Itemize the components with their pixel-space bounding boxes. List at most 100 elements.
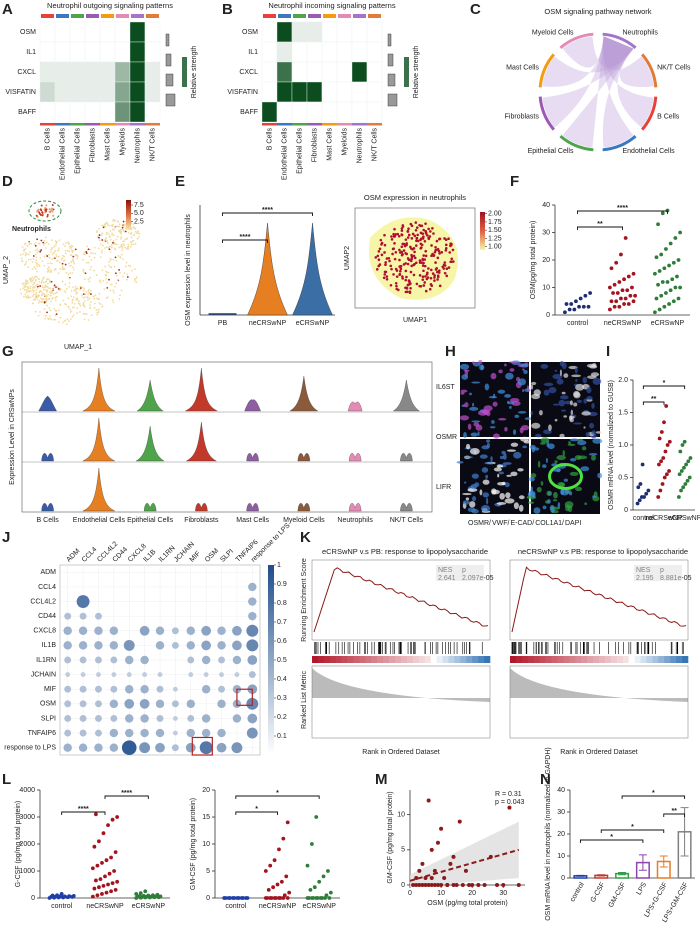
stain xyxy=(556,467,561,473)
chord xyxy=(602,36,634,148)
data-point xyxy=(679,488,683,493)
cell-point xyxy=(125,248,128,250)
data-point xyxy=(659,459,664,464)
data-point xyxy=(95,893,100,898)
ranked-metric xyxy=(510,668,688,702)
stain xyxy=(590,372,600,377)
corr-dot xyxy=(125,685,134,694)
corr-dot xyxy=(123,639,135,651)
cell-point xyxy=(83,305,86,308)
stain xyxy=(465,497,470,501)
cell-point xyxy=(45,280,48,283)
cell-point xyxy=(400,233,404,236)
colorbar-tick-label: 1.00 xyxy=(488,244,502,251)
stain xyxy=(492,401,498,407)
data-point xyxy=(312,885,317,890)
cell-point xyxy=(29,251,31,253)
cell-point xyxy=(98,302,101,304)
cell-point xyxy=(42,281,45,284)
cell-point xyxy=(62,243,65,245)
cell-point xyxy=(106,286,109,289)
cell-point xyxy=(120,253,123,256)
data-point xyxy=(109,855,113,860)
annotation: p = 0.043 xyxy=(495,799,524,806)
cell-point xyxy=(433,274,436,277)
corr-dot xyxy=(64,612,72,620)
rank-band xyxy=(323,656,331,663)
column-color xyxy=(293,14,306,18)
stain xyxy=(580,466,590,472)
cell-point xyxy=(34,310,37,313)
violin xyxy=(292,222,333,316)
cell-point xyxy=(392,232,395,236)
cell-point xyxy=(101,244,104,247)
cell-point xyxy=(402,242,406,246)
cell-point xyxy=(46,311,48,314)
sig-label: ** xyxy=(671,808,677,815)
cell-point xyxy=(90,314,93,317)
corr-dot xyxy=(156,715,164,722)
cell-point xyxy=(122,229,124,231)
cell-point xyxy=(23,250,25,252)
data-point xyxy=(577,304,581,309)
cell-point xyxy=(87,293,90,296)
data-point xyxy=(668,241,673,246)
stain xyxy=(552,374,563,380)
column-color xyxy=(145,123,160,126)
cell-point xyxy=(61,262,64,265)
cell-point xyxy=(32,255,35,257)
x-tick-label: Fibroblasts xyxy=(184,517,219,524)
stain xyxy=(575,378,578,382)
data-point xyxy=(620,288,625,293)
colorbar-tick-label: 1.50 xyxy=(488,227,502,234)
corr-dot xyxy=(199,741,213,755)
data-point xyxy=(104,858,109,863)
cell-point xyxy=(118,298,121,301)
cell-point xyxy=(51,207,54,210)
rank-band xyxy=(418,656,426,663)
data-point xyxy=(682,465,686,470)
cell-point xyxy=(438,237,441,241)
data-point xyxy=(223,896,228,900)
data-point xyxy=(583,293,588,298)
cell-point xyxy=(436,247,440,251)
chord xyxy=(602,36,654,88)
cell-point xyxy=(71,315,74,318)
cell-point xyxy=(120,289,123,292)
corr-dot xyxy=(79,700,87,708)
cell-point xyxy=(108,234,111,237)
data-point xyxy=(272,858,277,863)
data-point xyxy=(656,495,661,499)
cell-point xyxy=(413,256,417,260)
cell-point xyxy=(97,311,100,313)
cell-point xyxy=(133,268,136,271)
stain xyxy=(539,410,543,416)
cell-point xyxy=(427,267,430,270)
legend-item: VWF/ xyxy=(492,520,510,527)
data-point xyxy=(100,861,104,865)
rank-band xyxy=(383,656,390,663)
corr-dot xyxy=(95,656,102,664)
cell-point xyxy=(50,294,52,297)
cell-point xyxy=(83,251,86,254)
heat-cell xyxy=(291,21,308,43)
cell-point xyxy=(414,244,418,247)
cell-point xyxy=(404,269,408,273)
data-point xyxy=(660,211,665,216)
colorbar-tick-label: 1.25 xyxy=(488,235,502,242)
cell-point xyxy=(450,260,453,263)
cell-point xyxy=(117,254,120,257)
cell-point xyxy=(67,273,70,276)
cell-point xyxy=(440,251,444,254)
cell-point xyxy=(120,237,122,240)
heat-cell xyxy=(114,61,131,83)
heat-cell xyxy=(84,81,101,103)
data-point xyxy=(622,302,626,306)
rank-band xyxy=(658,656,665,663)
cell-point xyxy=(135,232,138,235)
cell-point xyxy=(41,260,44,263)
x-tick-label: neCRSwNP xyxy=(645,515,683,522)
data-point xyxy=(653,271,657,276)
cell-point xyxy=(27,282,30,285)
cell-point xyxy=(375,268,379,271)
